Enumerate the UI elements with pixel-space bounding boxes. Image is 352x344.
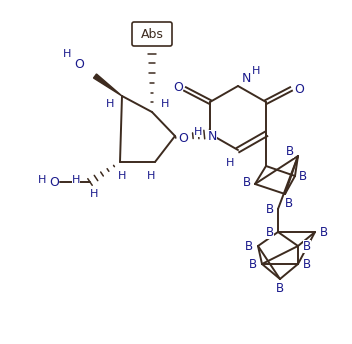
Text: B: B (303, 239, 311, 252)
Text: H: H (226, 158, 234, 168)
Text: H: H (161, 99, 169, 109)
Text: N: N (241, 72, 251, 85)
Text: B: B (286, 144, 294, 158)
Text: O: O (294, 83, 304, 96)
Text: H: H (118, 171, 126, 181)
FancyBboxPatch shape (132, 22, 172, 46)
Polygon shape (94, 74, 122, 96)
Text: H: H (72, 175, 80, 185)
Text: H: H (147, 171, 155, 181)
Text: H: H (90, 189, 98, 199)
Text: H: H (63, 49, 71, 59)
Text: B: B (266, 203, 274, 215)
Text: O: O (49, 175, 59, 189)
Text: B: B (320, 226, 328, 238)
Text: B: B (303, 258, 311, 270)
Text: B: B (266, 226, 274, 238)
Text: B: B (299, 170, 307, 183)
Text: H: H (106, 99, 114, 109)
Text: H: H (194, 127, 202, 137)
Text: H: H (252, 66, 260, 76)
Text: B: B (243, 175, 251, 189)
Text: B: B (245, 239, 253, 252)
Text: H: H (38, 175, 46, 185)
Text: Abs: Abs (140, 28, 163, 41)
Text: B: B (249, 258, 257, 270)
Text: O: O (178, 131, 188, 144)
Text: O: O (173, 80, 183, 94)
Text: N: N (207, 129, 217, 142)
Text: B: B (285, 196, 293, 209)
Text: O: O (74, 57, 84, 71)
Text: B: B (276, 281, 284, 294)
